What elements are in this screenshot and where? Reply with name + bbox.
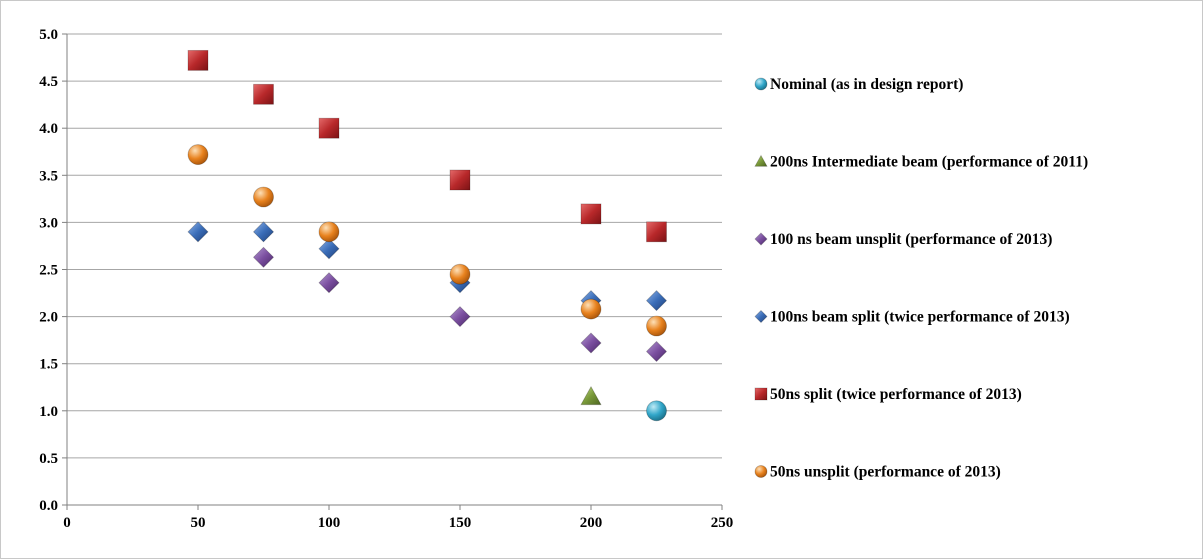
point-series-2 xyxy=(318,272,340,294)
point-series-2 xyxy=(449,306,471,328)
x-tick-label: 100 xyxy=(318,515,341,531)
point-series-4 xyxy=(646,221,667,243)
y-tick-label: 1.0 xyxy=(39,404,58,420)
point-series-2 xyxy=(252,246,275,268)
point-series-5 xyxy=(318,221,340,243)
point-series-2 xyxy=(645,340,668,363)
legend-marker-1 xyxy=(754,154,768,167)
point-series-4 xyxy=(449,169,471,191)
point-series-4 xyxy=(253,83,274,105)
x-tick-label: 50 xyxy=(191,515,206,531)
y-tick-label: 4.0 xyxy=(39,121,58,137)
y-tick-label: 3.0 xyxy=(39,215,58,231)
y-tick-label: 5.0 xyxy=(39,27,58,43)
legend-marker-5 xyxy=(754,465,768,478)
legend-label-2: 100 ns beam unsplit (performance of 2013… xyxy=(770,231,1052,248)
x-tick-label: 150 xyxy=(449,515,472,531)
point-series-3 xyxy=(318,238,340,260)
point-series-5 xyxy=(449,263,471,285)
point-series-3 xyxy=(645,290,668,312)
point-series-5 xyxy=(253,186,274,208)
point-series-5 xyxy=(580,298,602,320)
point-series-2 xyxy=(580,332,602,354)
point-series-5 xyxy=(187,144,209,165)
y-tick-label: 4.5 xyxy=(39,74,58,90)
y-tick-label: 2.0 xyxy=(39,310,58,326)
point-series-4 xyxy=(318,117,340,139)
legend-marker-4 xyxy=(754,387,768,401)
y-tick-label: 1.5 xyxy=(39,357,58,373)
legend-label-3: 100ns beam split (twice performance of 2… xyxy=(770,309,1070,326)
legend-label-4: 50ns split (twice performance of 2013) xyxy=(770,386,1022,403)
point-series-5 xyxy=(646,315,667,337)
point-series-0 xyxy=(646,400,667,422)
point-series-1 xyxy=(580,385,602,406)
point-series-4 xyxy=(580,203,602,225)
x-tick-label: 200 xyxy=(580,515,603,531)
legend-label-0: Nominal (as in design report) xyxy=(770,76,963,93)
x-tick-label: 0 xyxy=(63,515,71,531)
legend: Nominal (as in design report) 200ns Inter… xyxy=(754,76,1088,481)
y-tick-label: 0.5 xyxy=(39,451,58,467)
point-series-3 xyxy=(187,221,209,243)
y-tick-label: 0.0 xyxy=(39,498,58,514)
x-tick-label: 250 xyxy=(711,515,734,531)
axes: 0.0 0.5 1.0 1.5 2.0 2.5 3.0 3.5 4.0 4.5 5.0 0 50 100 1… xyxy=(39,27,733,531)
point-series-4 xyxy=(187,49,209,71)
legend-label-1: 200ns Intermediate beam (performance of … xyxy=(770,154,1088,171)
legend-marker-3 xyxy=(754,309,768,324)
legend-label-5: 50ns unsplit (performance of 2013) xyxy=(770,464,1001,481)
legend-marker-2 xyxy=(754,232,768,246)
grid-lines xyxy=(67,33,722,459)
y-tick-label: 3.5 xyxy=(39,168,58,184)
legend-marker-0 xyxy=(754,77,768,91)
point-series-3 xyxy=(252,221,275,243)
data-points xyxy=(187,49,668,422)
y-tick-label: 2.5 xyxy=(39,263,58,279)
